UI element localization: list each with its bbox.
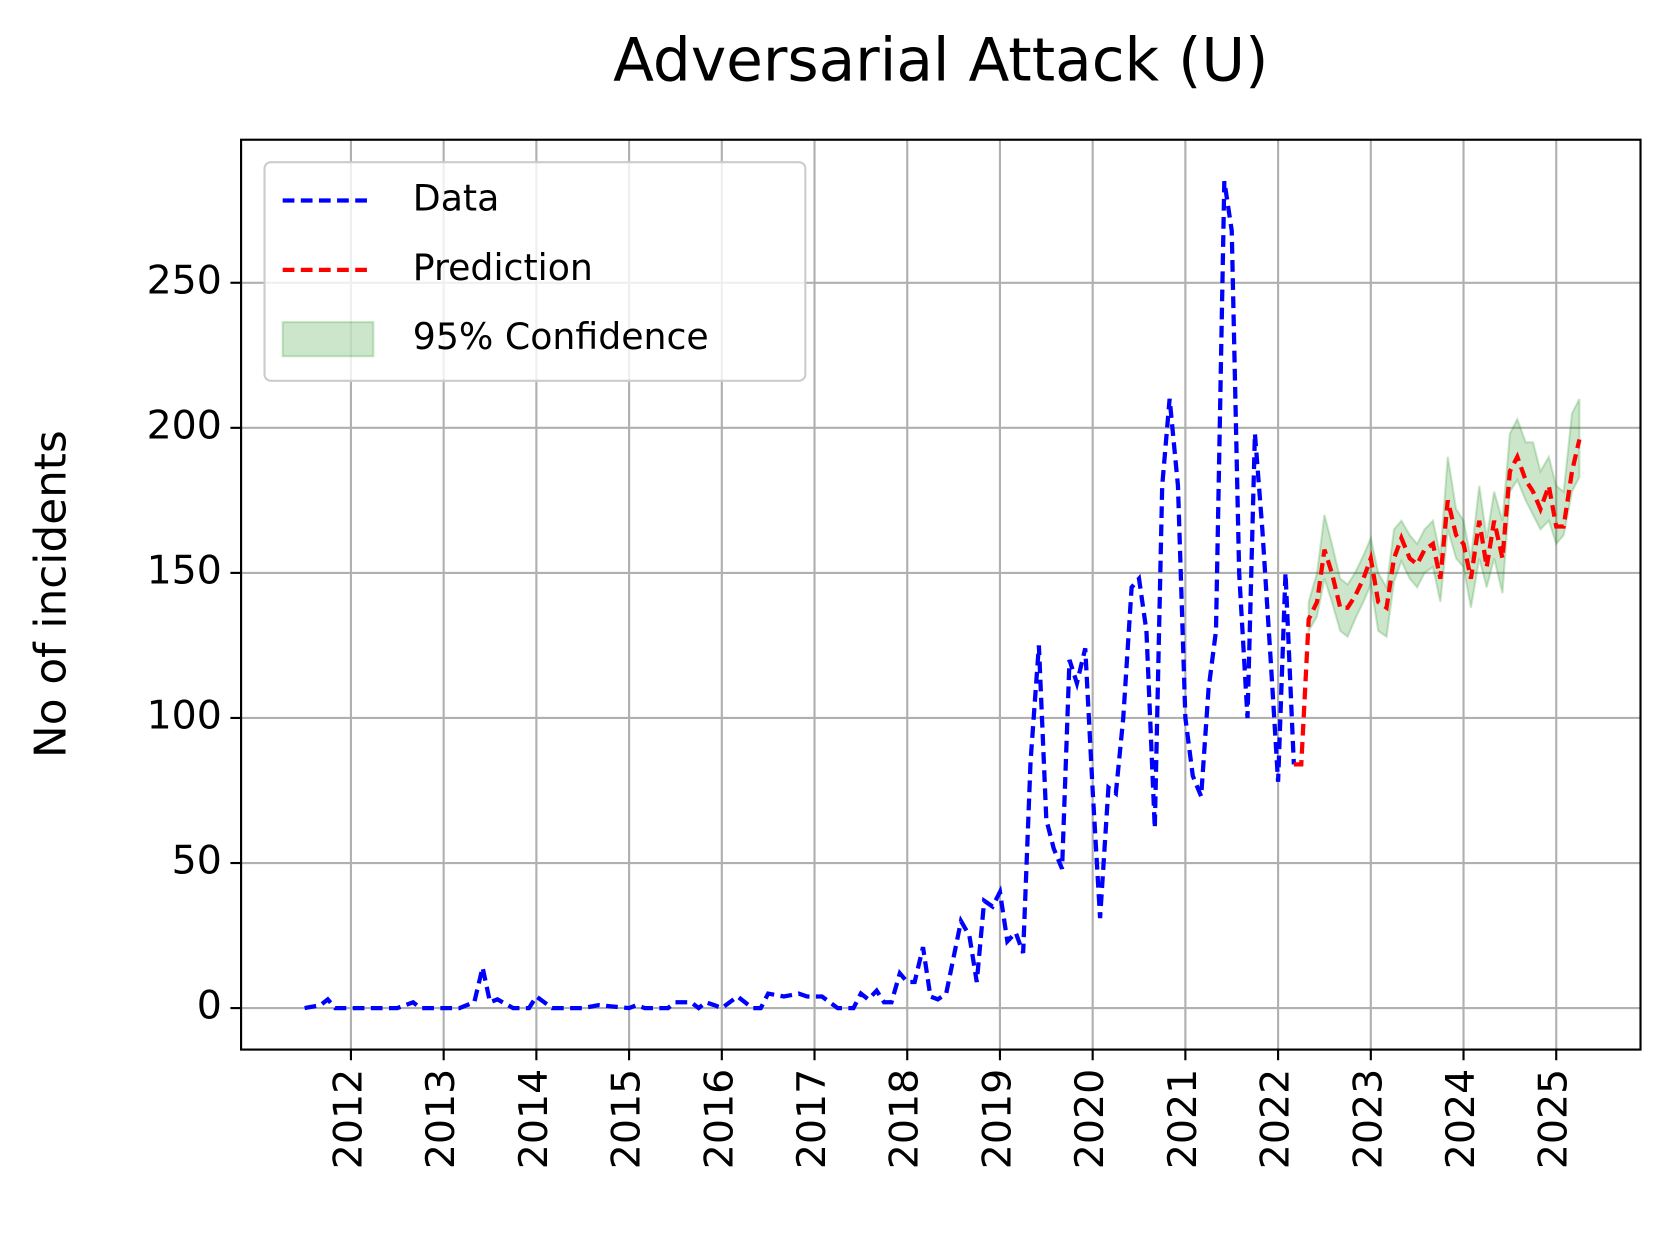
x-tick-label: 2017 <box>789 1069 835 1169</box>
y-tick-label: 250 <box>147 257 222 303</box>
y-tick-label: 150 <box>147 547 222 593</box>
data-line <box>1293 438 1582 767</box>
y-tick-label: 100 <box>147 692 222 738</box>
x-tick-label: 2023 <box>1345 1069 1391 1169</box>
x-tick-label: 2022 <box>1253 1069 1299 1169</box>
plot-area <box>304 180 1582 1011</box>
legend-box <box>263 161 807 382</box>
legend-swatch <box>281 321 375 358</box>
x-tick-label: 2024 <box>1438 1069 1484 1169</box>
x-tick-label: 2016 <box>696 1069 742 1169</box>
x-tick-label: 2025 <box>1531 1069 1577 1169</box>
x-tick-label: 2014 <box>511 1069 557 1169</box>
x-tick-label: 2013 <box>418 1069 464 1169</box>
legend-label: Prediction <box>413 246 593 289</box>
legend-label: Data <box>413 177 500 220</box>
x-tick-label: 2021 <box>1160 1069 1206 1169</box>
x-tick-label: 2015 <box>604 1069 650 1169</box>
data-line <box>304 180 1296 1011</box>
y-axis-label: No of incidents <box>25 430 76 758</box>
y-tick-label: 50 <box>172 838 222 884</box>
chart-title: Adversarial Attack (U) <box>613 27 1268 96</box>
x-tick-label: 2012 <box>325 1069 371 1169</box>
x-tick-label: 2020 <box>1067 1069 1113 1169</box>
plot-frame <box>240 138 1642 1051</box>
x-tick-label: 2019 <box>974 1069 1020 1169</box>
y-tick-label: 200 <box>147 402 222 448</box>
legend-label: 95% Confidence <box>413 315 709 358</box>
y-tick-label: 0 <box>197 983 222 1029</box>
x-tick-label: 2018 <box>882 1069 928 1169</box>
